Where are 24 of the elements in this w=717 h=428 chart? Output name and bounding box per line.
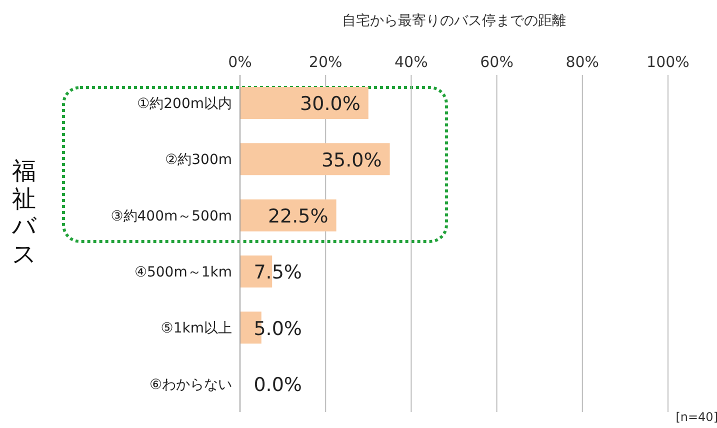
data-label: 5.0% [254, 318, 302, 340]
x-tick-label: 20% [308, 53, 342, 71]
text: [n=40] [676, 410, 717, 424]
data-label: 30.0% [300, 93, 360, 116]
y-tick-label: ⑤1km以上 [160, 320, 232, 337]
y-tick-label: ②約300m [165, 152, 232, 168]
y-tick-label: ①約200m以内 [137, 96, 232, 112]
data-label: 7.5% [254, 262, 302, 284]
x-tick-label: 100% [646, 53, 690, 71]
x-tick-label: 40% [394, 53, 428, 71]
y-tick-label: ⑥わからない [149, 376, 232, 393]
x-tick-label: 60% [480, 53, 514, 71]
data-label: 35.0% [321, 149, 382, 172]
data-label: 0.0% [254, 374, 302, 396]
y-tick-label: ④500m～1km [134, 264, 232, 281]
bar [240, 143, 390, 176]
y-tick-label: ③約400m～500m [110, 208, 232, 224]
y-axis-title: 福祉バス [12, 157, 37, 268]
x-tick-label: 0% [228, 53, 252, 71]
chart-title: 自宅から最寄りのバス停までの距離 [341, 12, 567, 30]
data-label: 22.5% [268, 205, 328, 228]
x-tick-label: 80% [566, 53, 600, 71]
bar [240, 199, 336, 232]
bar [240, 87, 368, 119]
